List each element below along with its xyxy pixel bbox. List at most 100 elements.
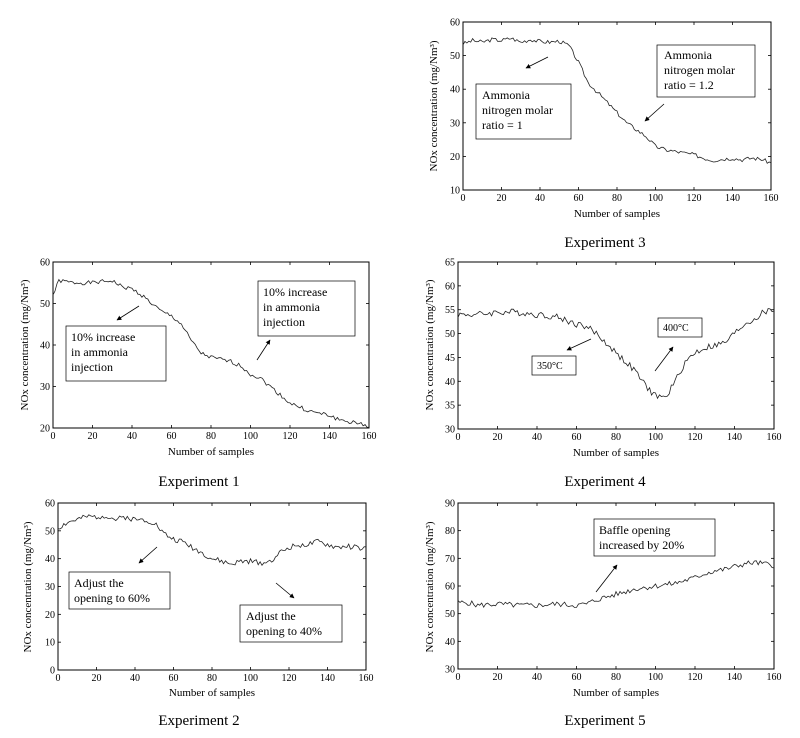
annotation-text: Baffle opening xyxy=(599,523,670,537)
y-tick-label: 40 xyxy=(40,341,50,352)
x-tick-label: 100 xyxy=(648,672,663,683)
x-tick-label: 60 xyxy=(574,193,584,204)
y-tick-label: 20 xyxy=(40,424,50,435)
chart-experiment-4: 0 20 40 60 80 100 120 140 160 30 35 40 45 50 55 60 65 N… xyxy=(424,258,782,491)
annotation-text: opening to 60% xyxy=(74,591,150,605)
annotation-text: 400°C xyxy=(663,323,689,334)
y-ticks: 10 20 30 40 50 60 xyxy=(450,18,771,197)
x-ticks: 0 20 40 60 80 100 120 140 160 xyxy=(51,262,377,442)
y-tick-label: 50 xyxy=(40,299,50,310)
annotation-text: injection xyxy=(263,315,305,329)
x-axis-label: Number of samples xyxy=(169,687,255,699)
y-tick-label: 50 xyxy=(450,51,460,62)
y-tick-label: 80 xyxy=(445,526,455,537)
y-tick-label: 30 xyxy=(40,382,50,393)
y-tick-label: 90 xyxy=(445,499,455,510)
annotation-box xyxy=(475,83,572,140)
x-tick-label: 140 xyxy=(320,673,335,684)
x-tick-label: 100 xyxy=(243,673,258,684)
chart-caption: Experiment 5 xyxy=(564,713,645,729)
y-tick-label: 10 xyxy=(45,638,55,649)
annotation-arrow xyxy=(256,339,271,361)
chart-caption: Experiment 4 xyxy=(564,474,646,490)
annotation-box xyxy=(239,604,343,643)
y-tick-label: 60 xyxy=(40,258,50,269)
x-tick-label: 0 xyxy=(56,673,61,684)
x-tick-label: 100 xyxy=(243,431,258,442)
y-tick-label: 60 xyxy=(450,18,460,29)
annotation-box xyxy=(65,325,167,382)
y-tick-label: 40 xyxy=(445,377,455,388)
plot-frame xyxy=(457,261,775,430)
x-tick-label: 120 xyxy=(283,431,298,442)
x-tick-label: 100 xyxy=(648,193,663,204)
chart-experiment-2: 0 20 40 60 80 100 120 140 160 0 10 20 30 40 50 60 Numb… xyxy=(22,499,374,730)
annotation-text: ratio = 1.2 xyxy=(664,78,714,92)
x-ticks: 0 20 40 60 80 100 120 140 160 xyxy=(56,503,374,684)
x-axis-label: Number of samples xyxy=(573,447,659,459)
y-axis-label: NOx concentration (mg/Nm³) xyxy=(424,521,436,652)
y-tick-label: 35 xyxy=(445,401,455,412)
y-tick-label: 50 xyxy=(445,329,455,340)
x-tick-label: 20 xyxy=(497,193,507,204)
y-tick-label: 60 xyxy=(45,499,55,510)
annotation-text: 350°C xyxy=(537,361,563,372)
annotation-box xyxy=(593,518,716,557)
nox-series-line xyxy=(52,278,370,428)
annotation-box xyxy=(68,571,171,610)
x-tick-label: 60 xyxy=(572,432,582,443)
annotation-box xyxy=(531,355,577,376)
x-tick-label: 140 xyxy=(727,672,742,683)
annotation-arrow xyxy=(595,564,618,593)
y-tick-label: 20 xyxy=(45,610,55,621)
annotation-arrow xyxy=(525,56,549,69)
y-tick-label: 65 xyxy=(445,258,455,269)
x-tick-label: 0 xyxy=(51,431,56,442)
annotation-box xyxy=(656,44,756,98)
x-tick-label: 80 xyxy=(611,432,621,443)
x-tick-label: 40 xyxy=(532,432,542,443)
x-tick-label: 80 xyxy=(612,193,622,204)
annotation-arrow xyxy=(644,103,665,122)
y-tick-label: 20 xyxy=(450,152,460,163)
y-tick-label: 50 xyxy=(45,526,55,537)
y-ticks: 0 10 20 30 40 50 60 xyxy=(45,499,366,677)
annotation-arrow xyxy=(566,338,592,351)
x-ticks: 0 20 40 60 80 100 120 140 160 xyxy=(456,503,782,683)
y-tick-label: 70 xyxy=(445,554,455,565)
x-tick-label: 60 xyxy=(169,673,179,684)
x-tick-label: 140 xyxy=(322,431,337,442)
chart-caption: Experiment 2 xyxy=(158,713,239,729)
x-tick-label: 40 xyxy=(130,673,140,684)
y-tick-label: 40 xyxy=(445,637,455,648)
y-tick-label: 55 xyxy=(445,305,455,316)
x-axis-label: Number of samples xyxy=(573,687,659,699)
x-tick-label: 100 xyxy=(648,432,663,443)
x-tick-label: 80 xyxy=(611,672,621,683)
chart-caption: Experiment 1 xyxy=(158,474,239,490)
y-tick-label: 40 xyxy=(450,85,460,96)
y-tick-label: 30 xyxy=(445,665,455,676)
x-tick-label: 140 xyxy=(725,193,740,204)
nox-series-line xyxy=(462,37,772,164)
y-tick-label: 50 xyxy=(445,609,455,620)
annotation-text: 10% increase xyxy=(71,330,135,344)
nox-series-line xyxy=(57,514,366,567)
annotation-text: Adjust the xyxy=(74,576,124,590)
y-axis-label: NOx concentration (mg/Nm³) xyxy=(424,279,436,410)
annotation-text: Ammonia xyxy=(482,88,531,102)
x-tick-label: 20 xyxy=(493,432,503,443)
annotation-text: 10% increase xyxy=(263,285,327,299)
y-tick-label: 40 xyxy=(45,554,55,565)
nox-series-line xyxy=(457,560,775,609)
x-tick-label: 0 xyxy=(456,672,461,683)
annotation-arrow xyxy=(275,582,295,599)
x-tick-label: 160 xyxy=(767,432,782,443)
x-tick-label: 60 xyxy=(572,672,582,683)
x-tick-label: 0 xyxy=(456,432,461,443)
annotation-arrow xyxy=(116,305,140,321)
annotation-text: Adjust the xyxy=(246,609,296,623)
y-tick-label: 45 xyxy=(445,353,455,364)
